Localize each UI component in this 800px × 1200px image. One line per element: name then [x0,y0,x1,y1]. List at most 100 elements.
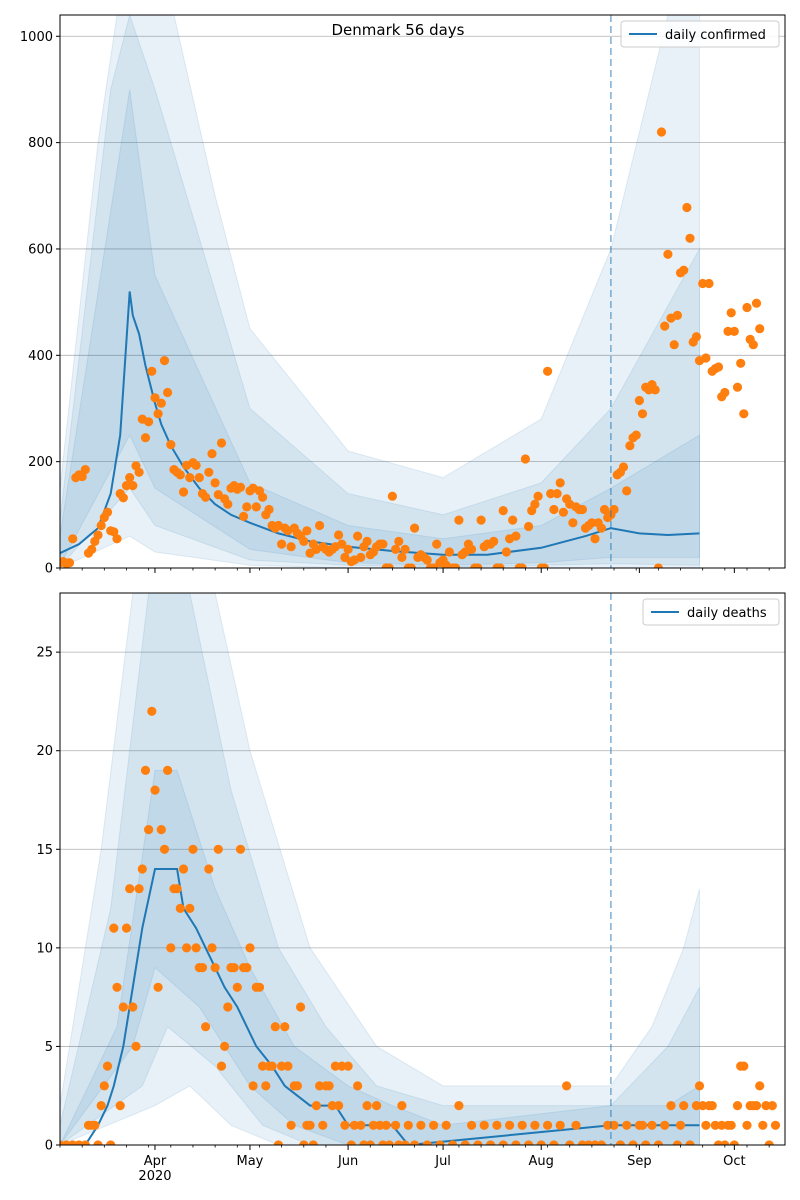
data-point [106,1140,116,1145]
legend-label: daily deaths [687,606,767,621]
data-point [229,963,239,973]
data-point [125,473,135,483]
data-point [381,1120,391,1130]
data-point [159,844,170,854]
data-point [175,470,185,480]
data-point [641,1140,651,1145]
data-point [615,1140,625,1145]
data-point [663,249,673,259]
data-point [441,1120,451,1130]
data-point [764,1140,774,1145]
uncertainty-band-2 [60,593,700,1145]
data-point [118,1002,128,1012]
axes-frame [59,14,786,569]
data-point [631,430,641,440]
data-point [245,943,255,953]
data-point [634,395,645,406]
data-point [343,1061,353,1071]
data-point [492,1120,502,1130]
data-point [201,1022,211,1032]
data-point [755,324,765,334]
data-point [137,864,147,874]
data-point [400,544,410,555]
data-point [77,471,87,482]
data-point [546,489,556,499]
data-point [87,544,97,555]
data-point [698,1101,708,1111]
data-point [286,542,296,552]
legend: daily confirmed [620,20,780,48]
data-point [410,523,420,533]
data-point [498,1140,508,1145]
data-point [159,356,170,366]
data-point [596,523,607,533]
y-tick-label: 10 [36,941,53,956]
data-point [178,487,189,497]
data-point [666,1101,676,1111]
data-point [761,1101,771,1111]
data-point [68,534,78,544]
y-tick-label: 25 [36,646,53,661]
x-tick-label: Jul [434,1154,451,1169]
y-tick-label: 5 [45,1040,53,1055]
x-tick-label: Apr [144,1154,167,1169]
data-point [444,547,454,557]
data-point [625,441,635,451]
data-point [448,1140,458,1145]
data-point [213,844,223,854]
data-point [375,1120,385,1130]
data-point [210,478,220,488]
x-tick-label: Aug [529,1154,554,1169]
data-point [530,499,540,509]
data-point [590,534,600,544]
y-tick-label: 400 [28,349,53,364]
data-point [530,1120,540,1130]
data-point [216,438,227,448]
data-point [565,1140,575,1145]
data-point [334,530,344,540]
data-point [175,903,185,914]
data-point [707,1101,717,1111]
y-tick-label: 0 [45,1139,53,1154]
data-point [188,844,198,854]
data-point [343,544,353,555]
legend-label: daily confirmed [665,28,766,43]
data-point [511,1140,521,1145]
legend-box [620,20,780,48]
data-point [102,1061,113,1071]
data-point [280,1022,290,1032]
data-point [432,539,442,549]
plot-area [60,593,781,1145]
data-point [153,982,163,992]
data-point [517,563,527,568]
data-point [691,1101,702,1111]
data-point [365,1140,375,1145]
data-point [330,1061,340,1071]
data-point [422,1140,432,1145]
data-point [549,1140,559,1145]
data-point [166,440,176,450]
data-point [391,544,401,555]
data-point [694,1081,705,1091]
data-point [391,1120,401,1130]
data-point [121,923,132,933]
data-point [207,943,217,953]
data-point [505,1120,515,1130]
chart-panel-1: 0 200 400 600 800 1000 Denmark 56 days daily co… [20,14,786,577]
data-point [675,1120,686,1130]
data-point [349,1120,359,1130]
data-point [486,1140,496,1145]
data-point [378,539,388,549]
data-point [296,1002,306,1012]
data-point [372,1101,382,1111]
y-tick-label: 0 [45,562,53,577]
data-point [717,1120,727,1130]
data-point [235,844,246,854]
data-point [732,382,743,392]
data-point [713,362,724,372]
data-point [400,1140,410,1145]
data-point [248,1081,258,1091]
data-point [156,398,166,408]
data-point [172,884,182,894]
